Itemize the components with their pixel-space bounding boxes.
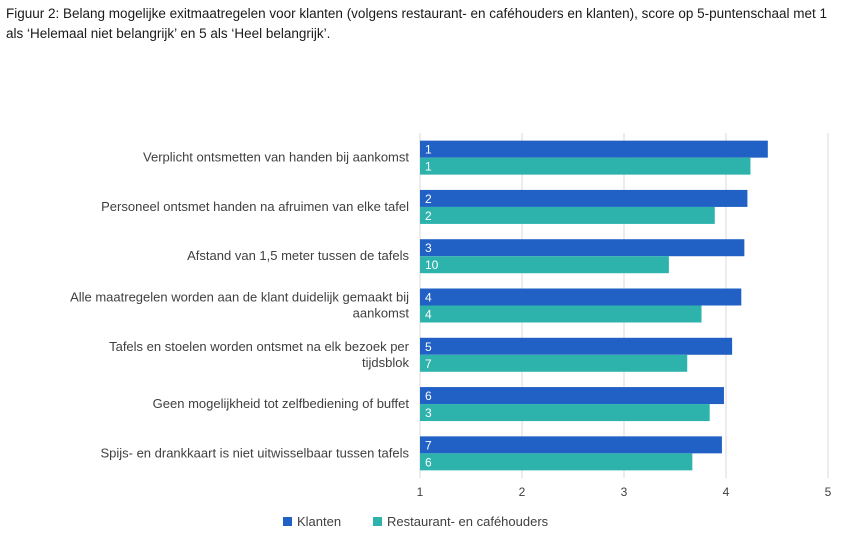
legend: Klanten Restaurant- en caféhouders: [283, 514, 549, 529]
category-label: Geen mogelijkheid tot zelfbediening of b…: [153, 396, 410, 411]
category-label: Verplicht ontsmetten van handen bij aank…: [143, 150, 409, 165]
x-tick-label: 4: [723, 485, 730, 499]
category-label: Alle maatregelen worden aan de klant dui…: [70, 290, 409, 305]
bar-rank-label: 5: [425, 340, 432, 354]
bar: [420, 354, 688, 372]
bar-rank-label: 6: [425, 389, 432, 403]
bar-rank-label: 1: [425, 160, 432, 174]
bar-rank-label: 3: [425, 406, 432, 420]
x-axis-ticks: 1 2 3 4 5: [417, 485, 832, 499]
bar: [420, 256, 669, 274]
bar: [420, 305, 702, 323]
bar: [420, 206, 715, 224]
x-tick-label: 3: [621, 485, 628, 499]
bar-rank-label: 3: [425, 241, 432, 255]
x-tick-label: 2: [519, 485, 526, 499]
category-label: tijdsblok: [362, 355, 409, 370]
bars: 1 1 2 2 3 10 4 4 5 7 6 3 7 6: [420, 140, 768, 471]
bar: [420, 239, 745, 257]
bar: [420, 157, 751, 175]
category-label: Afstand van 1,5 meter tussen de tafels: [187, 248, 409, 263]
category-label: aankomst: [353, 306, 410, 321]
bar-rank-label: 2: [425, 209, 432, 223]
bar: [420, 337, 733, 355]
bar-rank-label: 7: [425, 438, 432, 452]
bar-rank-label: 1: [425, 143, 432, 157]
bar: [420, 288, 742, 306]
x-tick-label: 5: [825, 485, 832, 499]
category-labels: Verplicht ontsmetten van handen bij aank…: [70, 150, 410, 461]
bar: [420, 189, 748, 207]
bar-rank-label: 10: [425, 258, 439, 272]
category-label: Personeel ontsmet handen na afruimen van…: [101, 199, 409, 214]
bar-rank-label: 4: [425, 308, 432, 322]
bar-rank-label: 4: [425, 291, 432, 305]
bar-rank-label: 7: [425, 357, 432, 371]
category-label: Tafels en stoelen worden ontsmet na elk …: [109, 339, 410, 354]
bar-rank-label: 6: [425, 455, 432, 469]
bar: [420, 436, 722, 454]
bar: [420, 404, 710, 422]
legend-label: Restaurant- en caféhouders: [387, 514, 549, 529]
legend-swatch: [283, 517, 292, 526]
legend-label: Klanten: [297, 514, 341, 529]
legend-swatch: [373, 517, 382, 526]
x-tick-label: 1: [417, 485, 424, 499]
chart-title: Figuur 2: Belang mogelijke exitmaatregel…: [6, 6, 827, 41]
category-label: Spijs- en drankkaart is niet uitwisselba…: [100, 445, 409, 460]
bar: [420, 140, 768, 158]
bar: [420, 387, 724, 405]
bar-rank-label: 2: [425, 192, 432, 206]
bar: [420, 453, 693, 471]
